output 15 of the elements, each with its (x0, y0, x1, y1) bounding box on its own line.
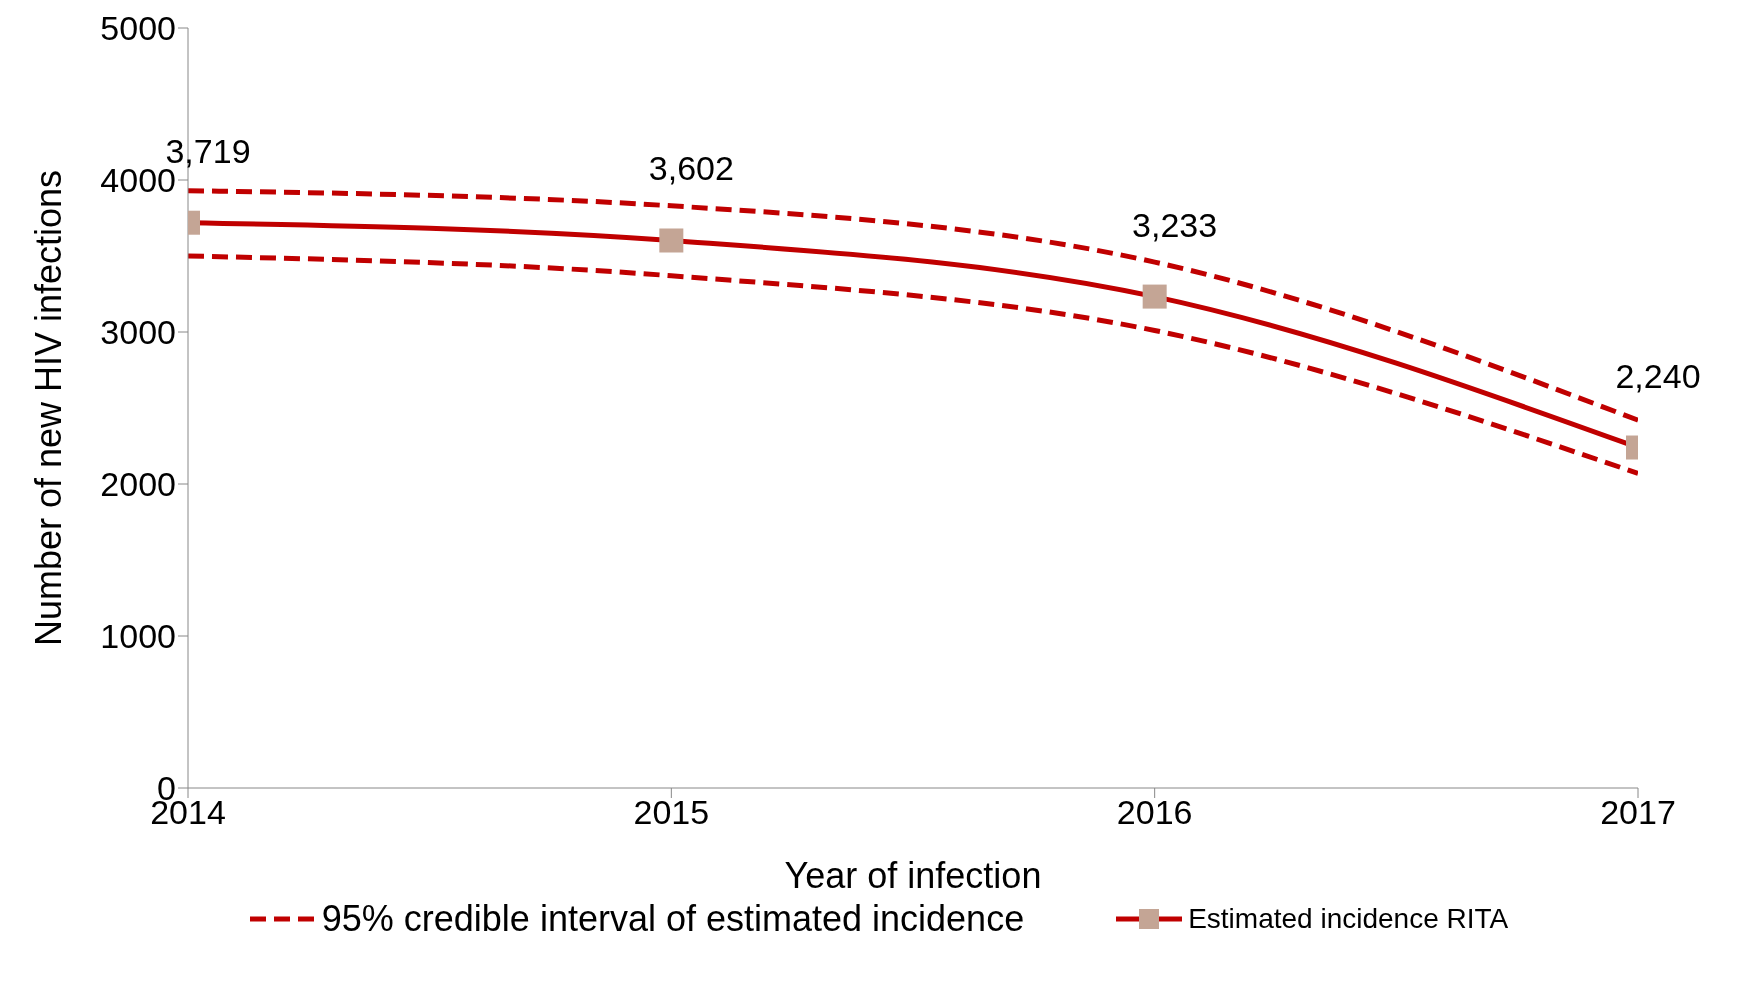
y-tick-label: 3000 (100, 313, 176, 352)
y-tick-label: 2000 (100, 465, 176, 504)
y-axis-title: Number of new HIV infections (27, 169, 69, 647)
x-tick-label: 2015 (633, 793, 710, 832)
data-label: 3,233 (1132, 205, 1218, 244)
x-tick-label: 2017 (1600, 793, 1676, 832)
x-tick-label: 2016 (1116, 793, 1193, 832)
data-label: 3,719 (165, 131, 251, 170)
data-label: 2,240 (1615, 356, 1701, 395)
legend-label: Estimated incidence RITA (1188, 903, 1509, 935)
data-label: 3,602 (648, 149, 734, 188)
y-tick-label: 5000 (100, 9, 176, 48)
x-axis-title: Year of infection (784, 855, 1042, 896)
legend-label: 95% credible interval of estimated incidence (321, 898, 1025, 940)
y-tick-label: 1000 (100, 617, 176, 656)
